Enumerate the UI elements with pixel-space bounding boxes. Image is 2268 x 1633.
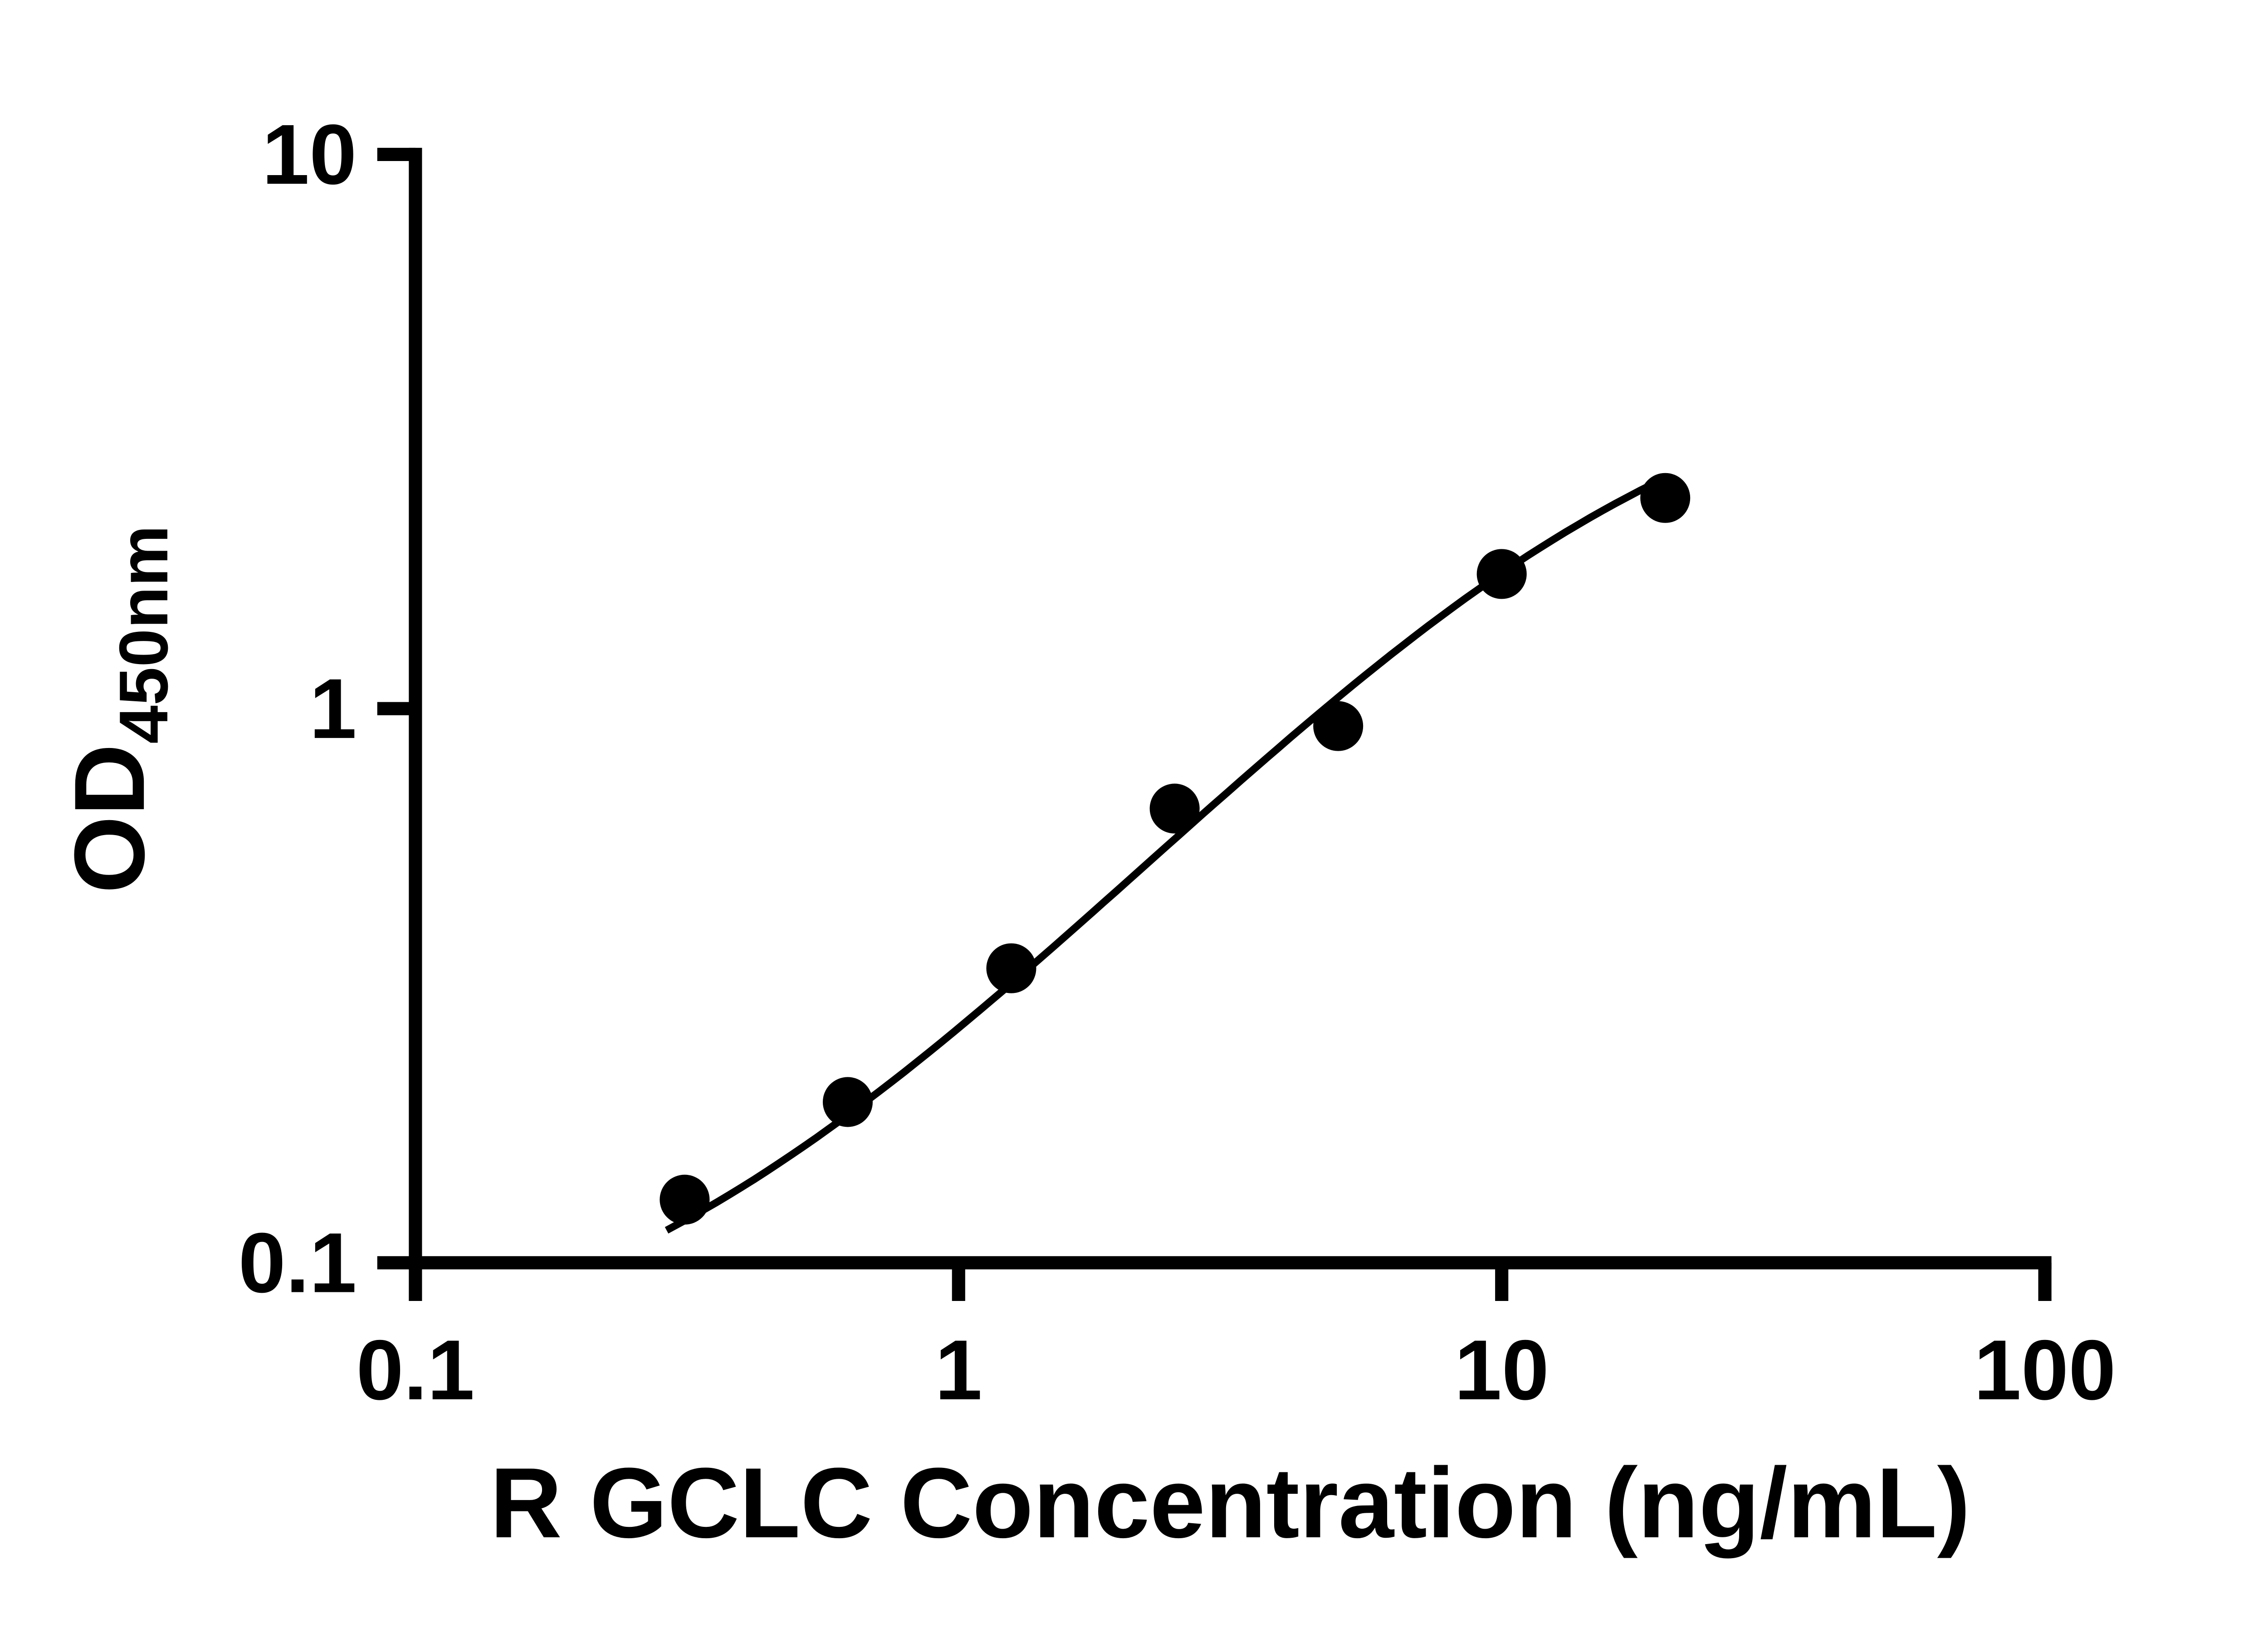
x-tick-label: 0.1 bbox=[356, 1322, 474, 1418]
y-axis-title-main: OD bbox=[54, 744, 165, 894]
x-tick-label: 10 bbox=[1454, 1322, 1549, 1418]
y-tick-label: 1 bbox=[309, 661, 357, 756]
y-tick-label: 10 bbox=[262, 107, 357, 202]
data-point bbox=[1476, 549, 1527, 599]
data-point bbox=[1149, 783, 1200, 834]
data-point bbox=[660, 1174, 710, 1225]
y-tick-label: 0.1 bbox=[238, 1215, 357, 1310]
x-axis-title: R GCLC Concentration (ng/mL) bbox=[490, 1447, 1970, 1559]
data-point bbox=[1640, 473, 1691, 523]
x-tick-label: 100 bbox=[1974, 1322, 2116, 1418]
x-tick-label: 1 bbox=[935, 1322, 982, 1418]
y-axis-title-subscript: 450nm bbox=[105, 525, 182, 744]
data-point bbox=[822, 1077, 873, 1127]
y-axis-title: OD450nm bbox=[54, 525, 182, 894]
data-point bbox=[1313, 701, 1364, 751]
data-point bbox=[986, 943, 1036, 993]
